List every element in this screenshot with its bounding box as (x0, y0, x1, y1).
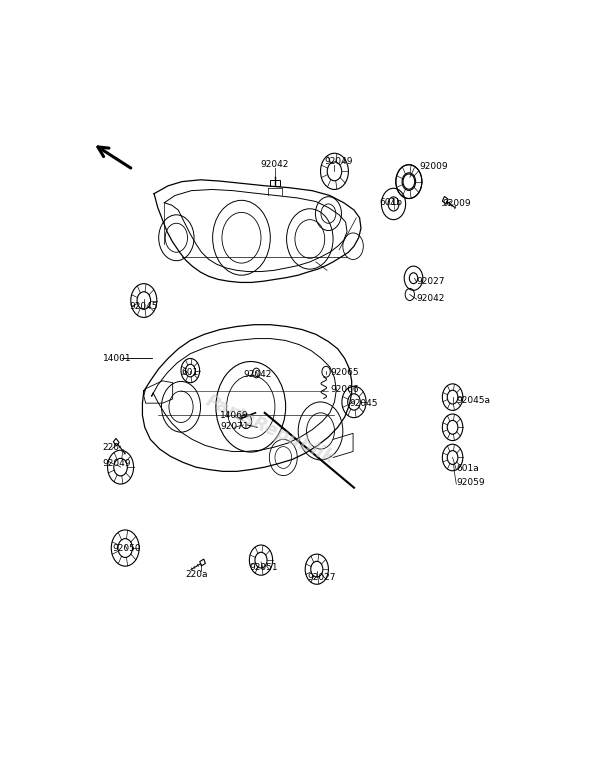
Text: 92066: 92066 (331, 386, 359, 394)
Text: 92042: 92042 (244, 370, 272, 379)
Text: 92050: 92050 (113, 543, 142, 553)
Text: 601a: 601a (456, 464, 479, 473)
Text: 601b: 601b (380, 198, 403, 207)
Text: 14001: 14001 (103, 354, 131, 363)
Text: 14069: 14069 (220, 411, 249, 419)
Text: 92049: 92049 (325, 158, 353, 166)
Text: 92042: 92042 (417, 294, 445, 303)
Text: 601: 601 (182, 368, 199, 377)
Text: 220: 220 (103, 443, 120, 452)
Text: 92027: 92027 (307, 572, 336, 582)
Text: 92051: 92051 (249, 564, 278, 572)
Text: 92009: 92009 (419, 162, 448, 171)
Text: 92045: 92045 (349, 399, 378, 408)
Text: 92049: 92049 (103, 459, 131, 468)
Text: 92009: 92009 (442, 199, 471, 209)
Bar (270, 180, 280, 186)
Text: 92045: 92045 (130, 302, 158, 311)
Text: 92059: 92059 (456, 478, 485, 488)
Text: 92071: 92071 (220, 422, 249, 430)
Text: PartsRepublik: PartsRepublik (203, 391, 338, 467)
Text: 92065: 92065 (331, 368, 359, 377)
Text: 92042: 92042 (261, 160, 289, 169)
Text: 92045a: 92045a (456, 396, 490, 405)
Text: 92027: 92027 (417, 277, 445, 285)
Text: 220a: 220a (185, 569, 208, 579)
